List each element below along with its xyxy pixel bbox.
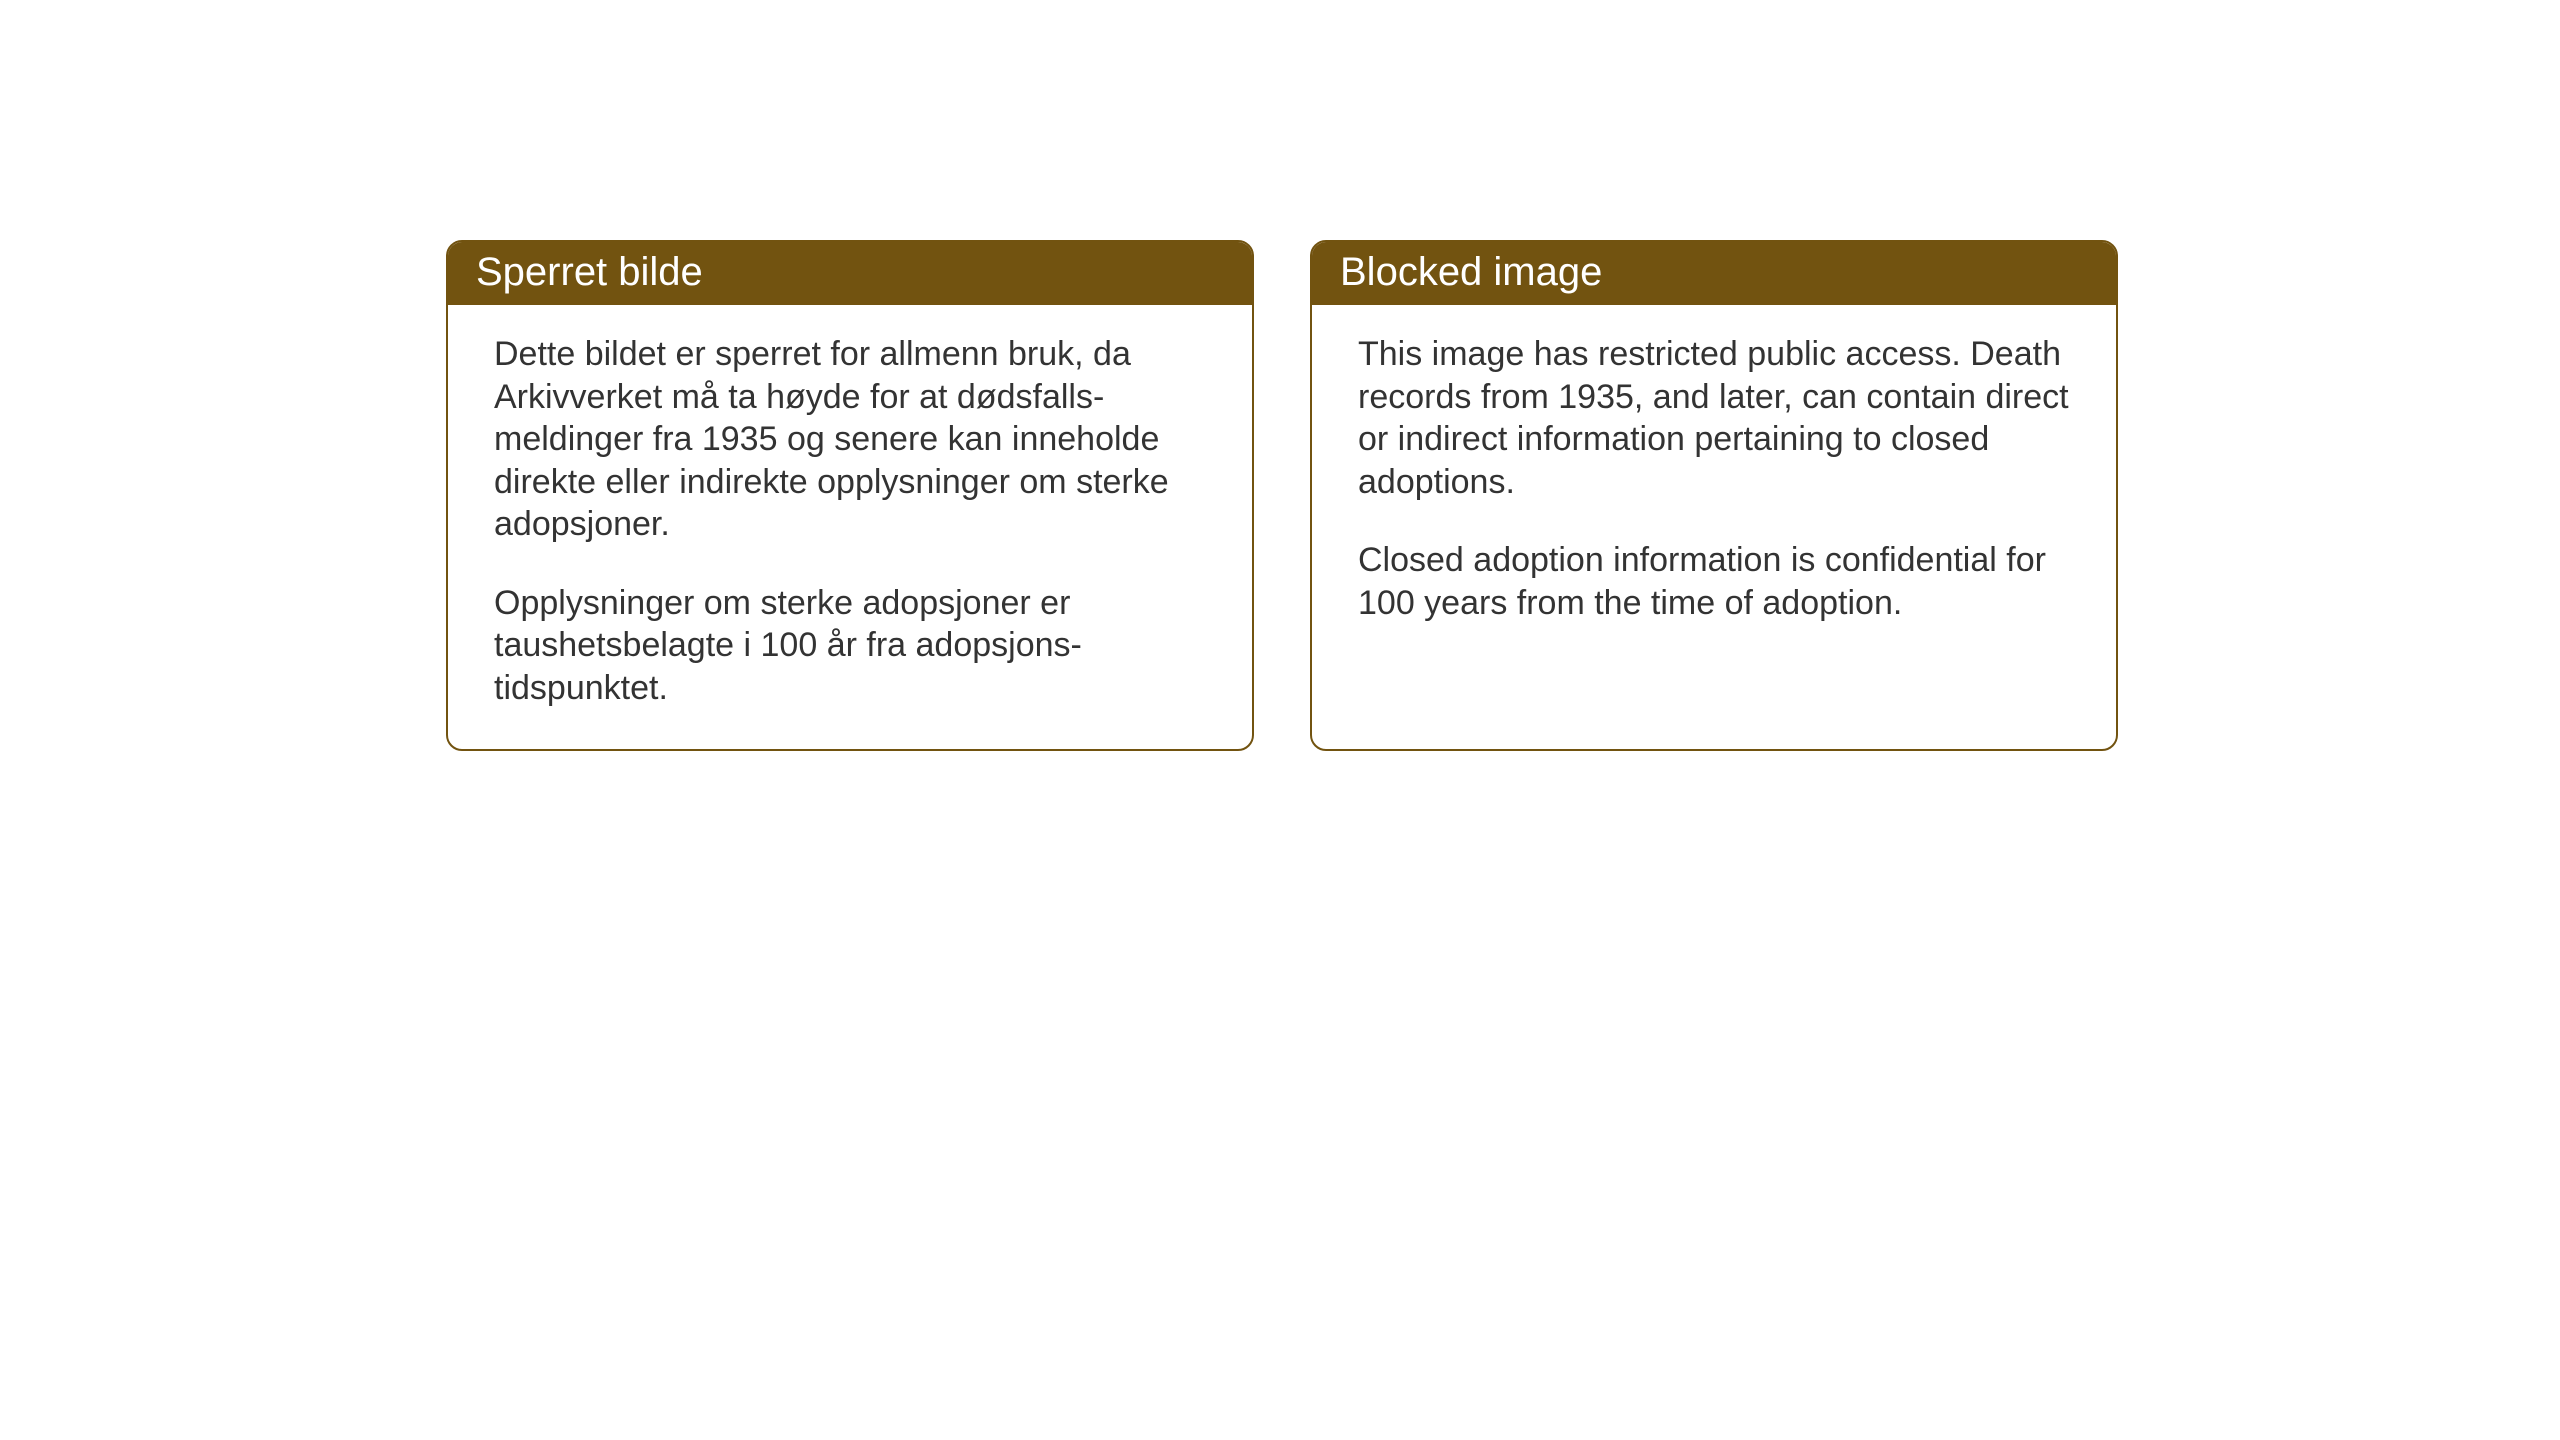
english-card-header: Blocked image — [1312, 242, 2116, 305]
norwegian-paragraph-1: Dette bildet er sperret for allmenn bruk… — [494, 333, 1206, 546]
english-paragraph-1: This image has restricted public access.… — [1358, 333, 2070, 503]
notice-container: Sperret bilde Dette bildet er sperret fo… — [0, 0, 2560, 751]
norwegian-card-header: Sperret bilde — [448, 242, 1252, 305]
norwegian-card-title: Sperret bilde — [476, 250, 703, 294]
english-card-title: Blocked image — [1340, 250, 1602, 294]
english-paragraph-2: Closed adoption information is confident… — [1358, 539, 2070, 624]
english-card-body: This image has restricted public access.… — [1312, 305, 2116, 664]
norwegian-card-body: Dette bildet er sperret for allmenn bruk… — [448, 305, 1252, 749]
norwegian-paragraph-2: Opplysninger om sterke adopsjoner er tau… — [494, 582, 1206, 710]
norwegian-notice-card: Sperret bilde Dette bildet er sperret fo… — [446, 240, 1254, 751]
english-notice-card: Blocked image This image has restricted … — [1310, 240, 2118, 751]
